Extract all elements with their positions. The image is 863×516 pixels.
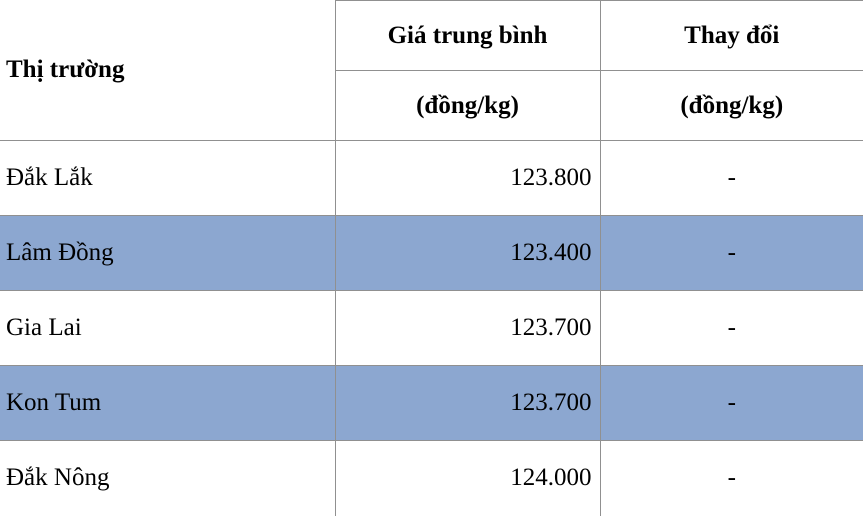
col-header-price: Giá trung bình <box>335 1 600 71</box>
cell-market: Đắk Lắk <box>0 141 335 216</box>
table-row: Gia Lai123.700- <box>0 291 863 366</box>
cell-price: 123.700 <box>335 291 600 366</box>
col-header-price-unit: (đồng/kg) <box>335 71 600 141</box>
cell-price: 123.700 <box>335 366 600 441</box>
cell-change: - <box>600 141 863 216</box>
table-row: Kon Tum123.700- <box>0 366 863 441</box>
cell-change: - <box>600 291 863 366</box>
price-table: Thị trường Giá trung bình Thay đổi (đồng… <box>0 0 863 516</box>
col-header-change-unit: (đồng/kg) <box>600 71 863 141</box>
cell-price: 124.000 <box>335 441 600 516</box>
table-row: Đắk Lắk123.800- <box>0 141 863 216</box>
cell-change: - <box>600 441 863 516</box>
cell-market: Đắk Nông <box>0 441 335 516</box>
table-header-row-1: Thị trường Giá trung bình Thay đổi <box>0 1 863 71</box>
cell-price: 123.800 <box>335 141 600 216</box>
cell-market: Lâm Đồng <box>0 216 335 291</box>
table-body: Đắk Lắk123.800-Lâm Đồng123.400-Gia Lai12… <box>0 141 863 516</box>
cell-change: - <box>600 216 863 291</box>
cell-change: - <box>600 366 863 441</box>
table-row: Lâm Đồng123.400- <box>0 216 863 291</box>
col-header-change: Thay đổi <box>600 1 863 71</box>
table-row: Đắk Nông124.000- <box>0 441 863 516</box>
cell-market: Kon Tum <box>0 366 335 441</box>
cell-market: Gia Lai <box>0 291 335 366</box>
col-header-market: Thị trường <box>0 1 335 141</box>
cell-price: 123.400 <box>335 216 600 291</box>
